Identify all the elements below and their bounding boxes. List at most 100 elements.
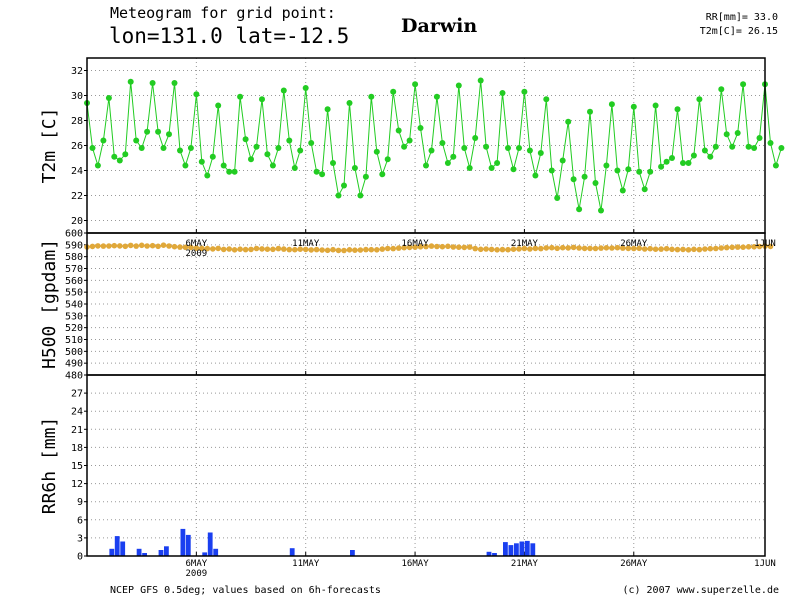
data-point-2-110 bbox=[685, 247, 692, 253]
data-point-2-7 bbox=[122, 243, 129, 250]
ytick-label-3-2: 6 bbox=[77, 515, 83, 526]
date-label-top-1: 11MAY bbox=[292, 239, 320, 249]
data-point-1-93 bbox=[592, 180, 599, 186]
data-point-2-63 bbox=[428, 243, 435, 249]
data-point-2-34 bbox=[270, 246, 276, 253]
data-point-2-27 bbox=[231, 247, 238, 253]
data-point-2-107 bbox=[669, 246, 675, 253]
data-point-2-46 bbox=[335, 247, 342, 254]
bar-13 bbox=[158, 550, 164, 556]
data-point-2-125 bbox=[767, 243, 774, 250]
data-point-1-21 bbox=[198, 158, 205, 165]
data-point-2-84 bbox=[543, 245, 550, 251]
date-label-bottom-2: 16MAY bbox=[402, 559, 430, 569]
date-label-bottom-year: 2009 bbox=[186, 569, 208, 579]
data-point-1-107 bbox=[669, 155, 675, 161]
data-point-1-17 bbox=[177, 147, 183, 154]
bar-74 bbox=[492, 553, 497, 556]
data-point-2-92 bbox=[587, 245, 593, 252]
data-point-1-87 bbox=[559, 157, 566, 164]
data-point-2-67 bbox=[450, 244, 457, 250]
data-point-2-104 bbox=[652, 246, 659, 252]
data-point-2-91 bbox=[581, 245, 588, 252]
data-point-2-89 bbox=[570, 244, 577, 251]
bar-4 bbox=[109, 548, 115, 556]
data-point-1-85 bbox=[548, 167, 555, 174]
ytick-label-1-2: 24 bbox=[71, 166, 83, 177]
ytick-label-2-3: 510 bbox=[65, 335, 83, 346]
data-point-1-71 bbox=[472, 135, 479, 141]
data-point-2-55 bbox=[384, 245, 391, 252]
data-point-1-45 bbox=[330, 160, 336, 166]
data-point-1-41 bbox=[308, 140, 315, 146]
data-point-2-116 bbox=[718, 245, 725, 251]
ytick-label-1-1: 22 bbox=[71, 191, 83, 202]
data-point-1-24 bbox=[215, 102, 222, 109]
data-point-2-112 bbox=[696, 246, 703, 253]
data-point-1-2 bbox=[94, 162, 101, 169]
data-point-2-2 bbox=[95, 243, 101, 249]
data-point-2-8 bbox=[127, 242, 134, 249]
data-point-1-119 bbox=[734, 130, 741, 136]
station-name: Darwin bbox=[401, 15, 478, 37]
data-point-2-28 bbox=[237, 246, 243, 252]
ytick-label-1-6: 32 bbox=[71, 66, 83, 77]
data-point-2-48 bbox=[346, 247, 353, 253]
data-point-1-117 bbox=[723, 131, 730, 138]
data-point-2-94 bbox=[598, 245, 604, 251]
bar-21 bbox=[202, 552, 208, 556]
data-point-1-10 bbox=[138, 145, 145, 151]
data-point-1-38 bbox=[291, 165, 298, 171]
data-point-1-60 bbox=[412, 81, 419, 88]
data-point-1-13 bbox=[155, 128, 162, 135]
data-point-1-32 bbox=[259, 96, 265, 103]
ytick-label-1-5: 30 bbox=[71, 91, 83, 102]
data-point-1-84 bbox=[543, 96, 550, 103]
data-point-2-45 bbox=[330, 246, 336, 253]
data-point-1-36 bbox=[280, 87, 287, 94]
data-point-2-59 bbox=[406, 244, 413, 251]
data-point-1-105 bbox=[658, 163, 665, 170]
data-point-1-46 bbox=[335, 192, 342, 199]
data-point-1-91 bbox=[581, 173, 588, 180]
data-point-1-98 bbox=[619, 187, 626, 194]
data-point-2-74 bbox=[488, 246, 495, 253]
data-point-2-62 bbox=[423, 243, 429, 250]
ytick-label-3-7: 21 bbox=[71, 425, 83, 436]
data-point-1-50 bbox=[357, 192, 364, 199]
data-point-1-33 bbox=[264, 151, 271, 158]
data-point-1-76 bbox=[499, 90, 506, 96]
data-point-1-14 bbox=[160, 145, 167, 151]
data-point-1-102 bbox=[641, 186, 648, 193]
data-point-1-92 bbox=[587, 108, 593, 115]
data-point-2-14 bbox=[160, 242, 167, 248]
data-point-1-110 bbox=[685, 160, 692, 166]
data-point-1-103 bbox=[647, 168, 654, 175]
data-point-1-68 bbox=[455, 82, 462, 89]
data-point-1-62 bbox=[423, 162, 429, 169]
data-point-1-19 bbox=[187, 145, 194, 151]
data-point-1-96 bbox=[608, 101, 615, 108]
data-point-2-119 bbox=[734, 244, 741, 250]
data-point-2-113 bbox=[702, 246, 708, 252]
bar-77 bbox=[508, 545, 514, 556]
data-point-1-114 bbox=[707, 153, 714, 160]
data-point-1-72 bbox=[477, 77, 484, 84]
data-point-2-111 bbox=[691, 246, 697, 253]
data-point-2-6 bbox=[117, 243, 123, 249]
date-label-top-0: 6MAY bbox=[186, 239, 208, 249]
data-point-2-57 bbox=[395, 245, 402, 251]
data-point-1-122 bbox=[751, 145, 758, 151]
date-label-top-2: 16MAY bbox=[402, 239, 430, 249]
data-point-2-25 bbox=[220, 246, 227, 253]
data-point-2-98 bbox=[620, 245, 626, 251]
data-point-2-58 bbox=[401, 244, 407, 251]
data-point-2-97 bbox=[614, 244, 621, 251]
ytick-label-2-0: 480 bbox=[65, 371, 83, 382]
data-point-2-88 bbox=[565, 245, 571, 251]
data-point-1-44 bbox=[324, 106, 331, 113]
data-point-1-73 bbox=[483, 143, 490, 150]
bar-73 bbox=[486, 551, 492, 556]
data-point-1-89 bbox=[570, 176, 577, 183]
data-point-2-10 bbox=[138, 242, 145, 249]
